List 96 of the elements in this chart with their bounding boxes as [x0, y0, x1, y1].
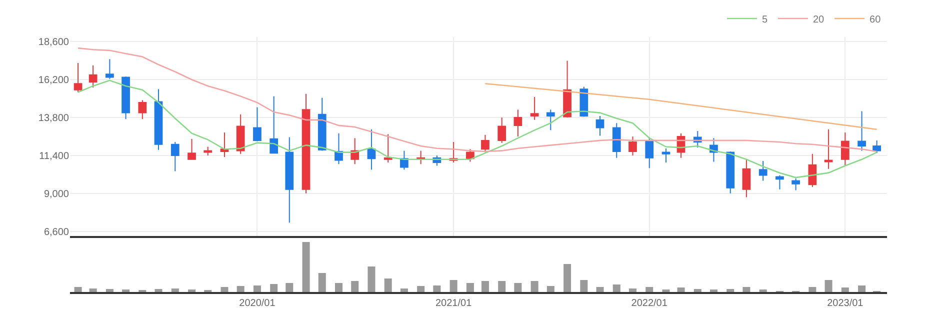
candlestick [204, 146, 212, 156]
bar [742, 287, 750, 292]
candlestick [285, 136, 294, 224]
candlestick [742, 158, 751, 198]
bar [677, 288, 685, 292]
bar [808, 287, 816, 292]
candlestick [872, 140, 881, 154]
candlestick [122, 76, 130, 120]
candlestick [596, 115, 604, 136]
candlestick [138, 100, 147, 120]
x-tick-label: 2023/01 [827, 298, 864, 309]
bar [253, 286, 261, 292]
candlestick [776, 174, 784, 190]
bar [481, 281, 489, 292]
bar [220, 287, 228, 292]
candlestick [563, 60, 572, 118]
candlestick [74, 62, 82, 93]
candlestick [170, 142, 180, 172]
candlestick [662, 148, 670, 164]
candlestick [824, 128, 833, 170]
bar [596, 287, 604, 292]
y-tick-label: 6,600 [44, 226, 70, 238]
bar [824, 280, 832, 292]
bar [318, 273, 326, 292]
bar [74, 287, 82, 292]
bar [89, 288, 97, 292]
bar [171, 288, 179, 292]
candlestick [580, 86, 588, 118]
candlestick [514, 109, 522, 137]
bar [236, 286, 244, 292]
bar [335, 283, 343, 292]
candlestick [530, 96, 539, 120]
y-tick-label: 13,800 [38, 113, 70, 124]
y-tick-label: 16,200 [38, 75, 70, 86]
candlestick [367, 128, 376, 170]
bar [564, 264, 572, 292]
bar [351, 281, 359, 292]
candlestick [758, 160, 768, 182]
bar [106, 289, 114, 292]
candlestick [612, 122, 621, 158]
bar [612, 284, 620, 292]
legend-label: 5 [762, 14, 768, 26]
bar [498, 281, 506, 292]
bar [694, 289, 702, 292]
candlestick [236, 114, 245, 154]
candlestick [481, 134, 490, 153]
candlestick [220, 132, 229, 158]
candlestick [546, 109, 555, 131]
y-tick-label: 11,400 [39, 150, 70, 162]
bar [417, 286, 425, 292]
bar [433, 286, 441, 292]
x-tick-label: 2020/01 [239, 298, 276, 309]
bar [450, 280, 458, 292]
candlestick [840, 132, 850, 166]
bar [154, 289, 162, 292]
x-tick-label: 2022/01 [631, 298, 668, 309]
bar [514, 283, 522, 292]
bar [270, 284, 278, 292]
bar [726, 289, 734, 292]
candlestick [253, 106, 262, 142]
bar [858, 286, 866, 292]
candlestick [858, 110, 866, 152]
y-tick-label: 18,600 [38, 37, 70, 48]
candlestick [188, 138, 196, 160]
bar [466, 283, 474, 292]
candlestick [384, 134, 392, 164]
candlestick [628, 136, 637, 156]
bar [628, 288, 636, 292]
line-series [77, 47, 878, 152]
bar [368, 266, 376, 292]
candlestick [792, 178, 800, 191]
candlestick [88, 64, 98, 88]
bar [384, 278, 392, 292]
bar [841, 288, 849, 292]
x-tick-label: 2021/01 [435, 298, 472, 309]
candlestick [154, 88, 163, 150]
candlestick [318, 97, 326, 152]
candlestick [498, 117, 506, 144]
candlestick [334, 132, 343, 165]
candlestick [270, 96, 278, 154]
legend-label: 60 [870, 14, 882, 26]
candlestick [645, 136, 654, 169]
legend-label: 20 [813, 14, 825, 26]
bar [530, 281, 538, 292]
candlestick [726, 151, 735, 194]
bar [286, 283, 294, 292]
line-series [77, 80, 878, 178]
y-tick-label: 9,000 [44, 188, 70, 200]
bar [580, 280, 588, 292]
bar [302, 242, 310, 292]
bar [646, 287, 654, 292]
candlestick [106, 58, 114, 80]
candlestick [808, 153, 817, 188]
candlestick [302, 93, 310, 194]
bar [546, 286, 554, 292]
bar [400, 288, 408, 292]
